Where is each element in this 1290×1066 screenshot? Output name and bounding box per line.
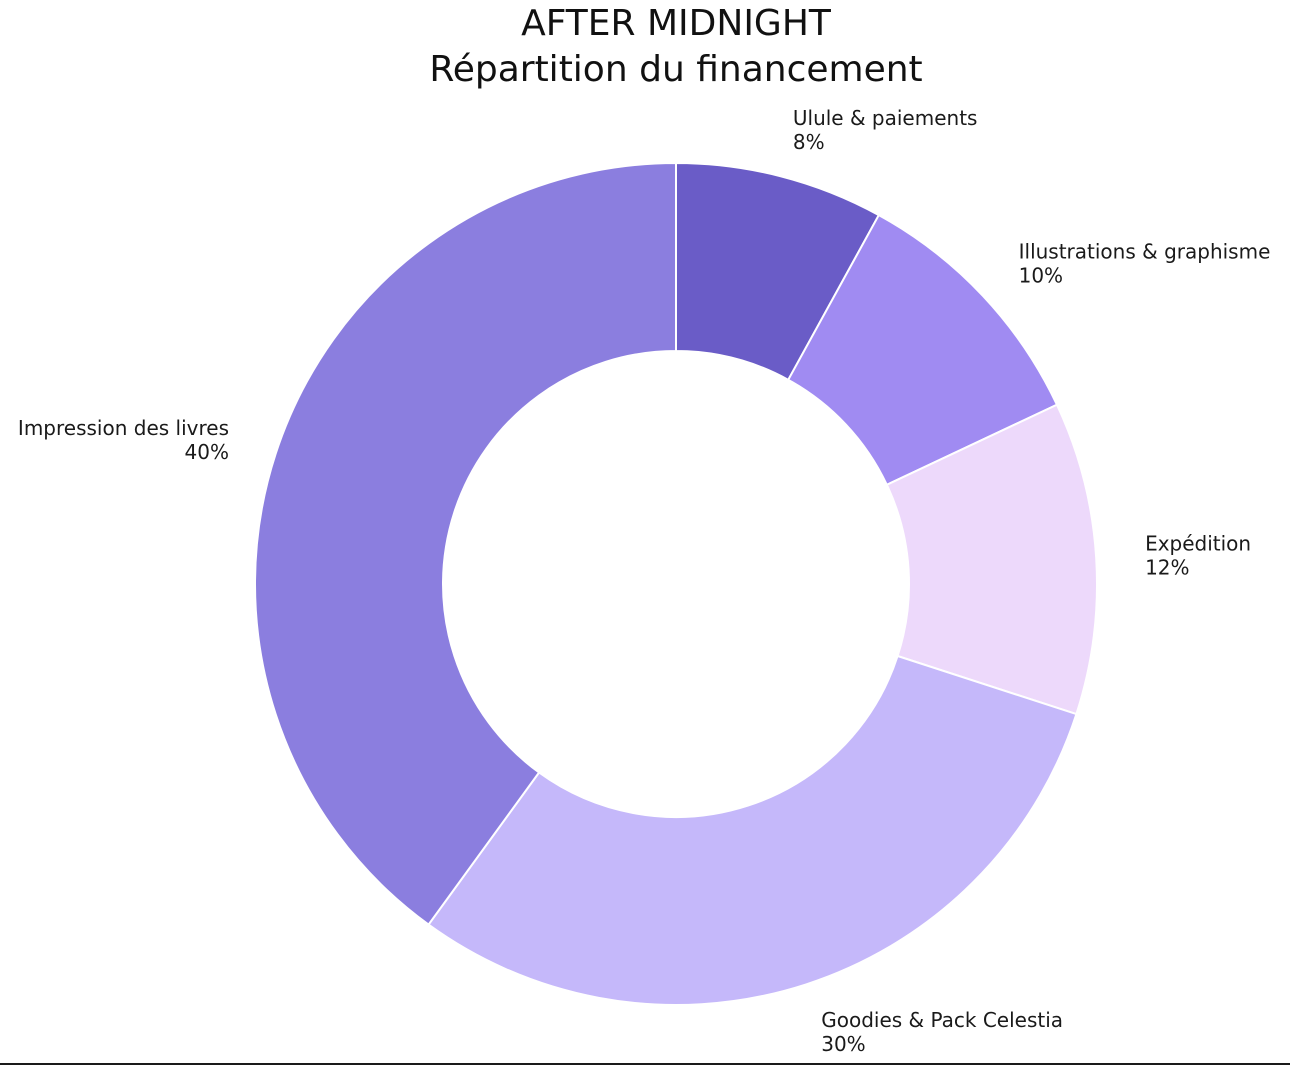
- slice-goodies-pack-celestia: [427, 654, 1078, 1006]
- slice-label-name: Ulule & paiements: [793, 106, 978, 130]
- slice-label-percent: 40%: [185, 440, 229, 464]
- bottom-divider: [0, 1063, 1290, 1065]
- slice-expedition: [885, 403, 1098, 716]
- slice-impression-des-livres: [254, 161, 677, 926]
- chart-title: AFTER MIDNIGHT: [521, 3, 831, 44]
- slice-label-name: Expédition: [1145, 531, 1251, 555]
- slice-label-name: Goodies & Pack Celestia: [821, 1008, 1063, 1032]
- slice-label-name: Impression des livres: [18, 416, 229, 440]
- slices-layer: [254, 161, 1098, 1006]
- chart-subtitle: Répartition du financement: [429, 49, 923, 90]
- slice-label-percent: 30%: [821, 1032, 865, 1056]
- slice-label-percent: 10%: [1019, 263, 1063, 287]
- slice-label-name: Illustrations & graphisme: [1019, 239, 1271, 263]
- slice-label-percent: 12%: [1145, 555, 1189, 579]
- slice-label-percent: 8%: [793, 130, 825, 154]
